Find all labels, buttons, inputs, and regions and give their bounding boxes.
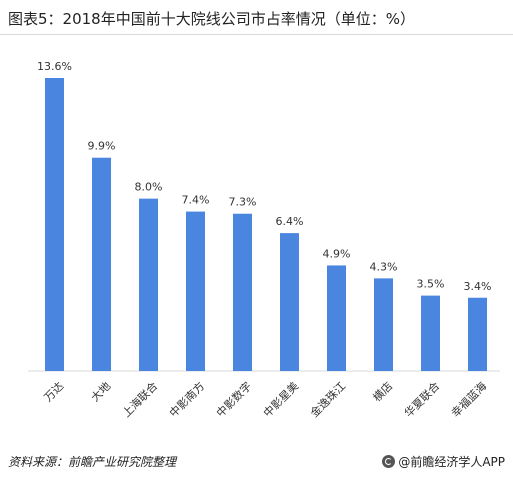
bar-5 [280,233,299,371]
data-label-1: 9.9% [88,140,116,153]
source-note: 资料来源：前瞻产业研究院整理 [8,455,177,469]
category-label-5: 中影星美 [261,380,301,420]
bar-9 [468,297,487,371]
data-label-9: 3.4% [464,280,492,293]
data-label-0: 13.6% [37,60,72,73]
category-label-1: 大地 [88,379,113,404]
category-label-3: 中影南方 [166,379,207,420]
bar-2 [139,198,158,371]
category-label-8: 华夏联合 [401,379,442,420]
bar-4 [233,213,252,371]
category-label-9: 幸福蓝海 [448,379,489,420]
title-divider [0,34,513,35]
bar-chart: 13.6% 万达 9.9% 大地 8.0% 上海联合 7.4% 中影南方 7.3% 中影数字 6.4… [28,60,500,420]
data-label-5: 6.4% [276,215,304,228]
category-label-7: 横店 [370,379,395,404]
bar-0 [45,78,64,371]
data-label-3: 7.4% [182,194,210,207]
bar-3 [186,211,205,371]
bar-1 [92,157,111,371]
brand-credit: @前瞻经济学人APP [382,453,505,470]
bar-6 [327,265,346,371]
data-label-7: 4.3% [370,260,398,273]
bar-8 [421,295,440,371]
category-label-6: 金逸珠江 [307,379,348,420]
qianzhan-logo-icon [382,455,396,468]
page-title: 图表5：2018年中国前十大院线公司市占率情况（单位：%） [8,10,415,28]
category-label-2: 上海联合 [119,379,160,420]
category-label-0: 万达 [42,380,67,405]
data-label-8: 3.5% [417,278,445,291]
data-label-4: 7.3% [229,196,257,209]
category-label-4: 中影数字 [213,379,254,420]
bar-7 [374,278,393,371]
brand-text: @前瞻经济学人APP [398,455,505,469]
data-label-2: 8.0% [135,181,163,194]
data-label-6: 4.9% [323,247,351,260]
